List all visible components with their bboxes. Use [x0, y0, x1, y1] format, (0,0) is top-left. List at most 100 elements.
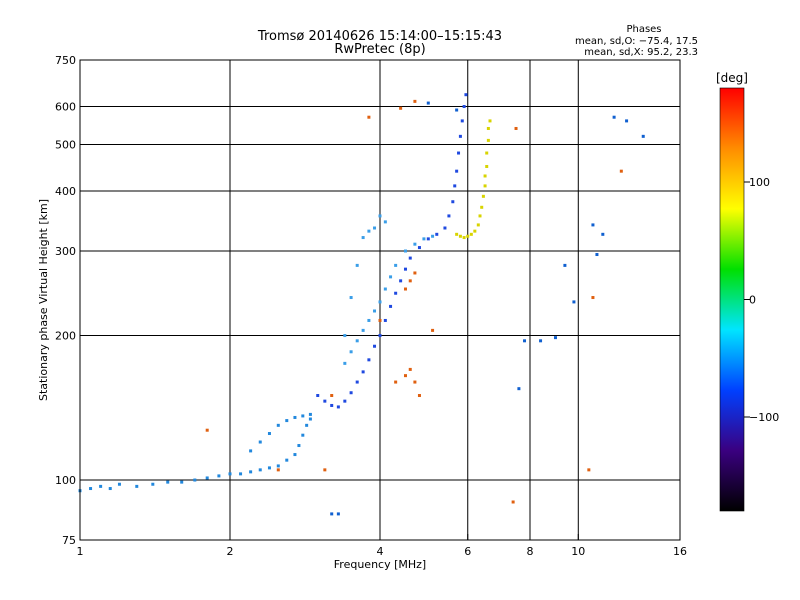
data-point — [99, 484, 103, 488]
data-point — [553, 336, 557, 340]
data-point — [373, 226, 377, 230]
data-point — [601, 232, 605, 236]
data-point — [394, 380, 398, 384]
x-tick-label: 16 — [673, 545, 687, 558]
data-point — [355, 380, 359, 384]
data-point — [193, 478, 197, 482]
data-point — [431, 328, 435, 332]
data-point — [426, 237, 430, 241]
chart-title: Tromsø 20140626 15:14:00–15:15:43 — [257, 29, 502, 44]
data-point — [301, 433, 305, 437]
data-point — [343, 334, 347, 338]
data-point — [591, 223, 595, 227]
data-point — [480, 205, 484, 209]
data-point — [205, 476, 209, 480]
colorbar-gradient — [719, 87, 745, 512]
data-point — [641, 134, 645, 138]
data-point — [308, 412, 312, 416]
y-tick-label: 100 — [55, 474, 76, 487]
data-point — [460, 119, 464, 123]
data-point — [267, 432, 271, 436]
data-point — [462, 105, 466, 109]
data-point — [485, 164, 489, 168]
data-point — [378, 300, 382, 304]
data-point — [108, 487, 112, 491]
x-tick-label: 1 — [77, 545, 84, 558]
data-point — [355, 339, 359, 343]
data-point — [483, 174, 487, 178]
x-axis: 1 2 4 6 8 10 16 — [77, 534, 687, 558]
data-point — [373, 344, 377, 348]
data-point — [483, 184, 487, 188]
data-point — [399, 279, 403, 283]
data-point — [469, 232, 473, 236]
data-point — [394, 263, 398, 267]
data-point — [166, 480, 170, 484]
data-point — [276, 468, 280, 472]
data-point — [151, 482, 155, 486]
colorbar: [deg] 100 0 −100 — [716, 71, 779, 512]
data-point — [258, 468, 262, 472]
data-point — [481, 194, 485, 198]
data-point — [399, 106, 403, 110]
data-point — [258, 440, 262, 444]
y-tick-label: 500 — [55, 139, 76, 152]
data-point — [462, 236, 466, 240]
data-point — [361, 236, 365, 240]
data-point — [408, 256, 412, 260]
data-point — [514, 126, 518, 130]
data-point — [417, 246, 421, 250]
data-point — [458, 134, 462, 138]
data-point — [517, 387, 521, 391]
data-point — [276, 464, 280, 468]
data-point — [413, 99, 417, 103]
data-point — [473, 229, 477, 233]
data-point — [367, 115, 371, 119]
data-point — [591, 296, 595, 300]
data-point — [612, 115, 616, 119]
data-point — [523, 339, 527, 343]
data-point — [422, 237, 426, 241]
x-tick-label: 2 — [227, 545, 234, 558]
data-point — [228, 472, 232, 476]
data-point — [389, 275, 393, 279]
data-point — [378, 214, 382, 218]
data-points — [78, 93, 645, 516]
y-axis-label: Stationary phase Virtual Height [km] — [37, 199, 50, 401]
plot-frame — [79, 59, 681, 541]
data-point — [343, 399, 347, 403]
data-point — [343, 361, 347, 365]
data-point — [349, 296, 353, 300]
data-point — [249, 449, 253, 453]
data-point — [413, 271, 417, 275]
data-point — [435, 232, 439, 236]
data-point — [443, 226, 447, 230]
data-point — [476, 223, 480, 227]
data-point — [403, 374, 407, 378]
data-point — [330, 403, 334, 407]
data-point — [308, 417, 312, 421]
data-point — [563, 263, 567, 267]
x-tick-label: 6 — [464, 545, 471, 558]
data-point — [293, 415, 297, 419]
data-point — [117, 482, 121, 486]
data-point — [403, 287, 407, 291]
data-point — [336, 512, 340, 516]
data-point — [349, 391, 353, 395]
y-tick-label: 600 — [55, 101, 76, 114]
data-point — [383, 220, 387, 224]
x-tick-label: 10 — [571, 545, 585, 558]
plot-area — [80, 60, 680, 540]
data-point — [378, 334, 382, 338]
y-tick-label: 300 — [55, 245, 76, 258]
data-point — [276, 423, 280, 427]
data-point — [249, 470, 253, 474]
x-tick-label: 4 — [377, 545, 384, 558]
data-point — [389, 304, 393, 308]
data-point — [330, 512, 334, 516]
data-point — [455, 169, 459, 173]
data-point — [458, 234, 462, 238]
data-point — [135, 484, 139, 488]
y-tick-label: 750 — [55, 54, 76, 67]
